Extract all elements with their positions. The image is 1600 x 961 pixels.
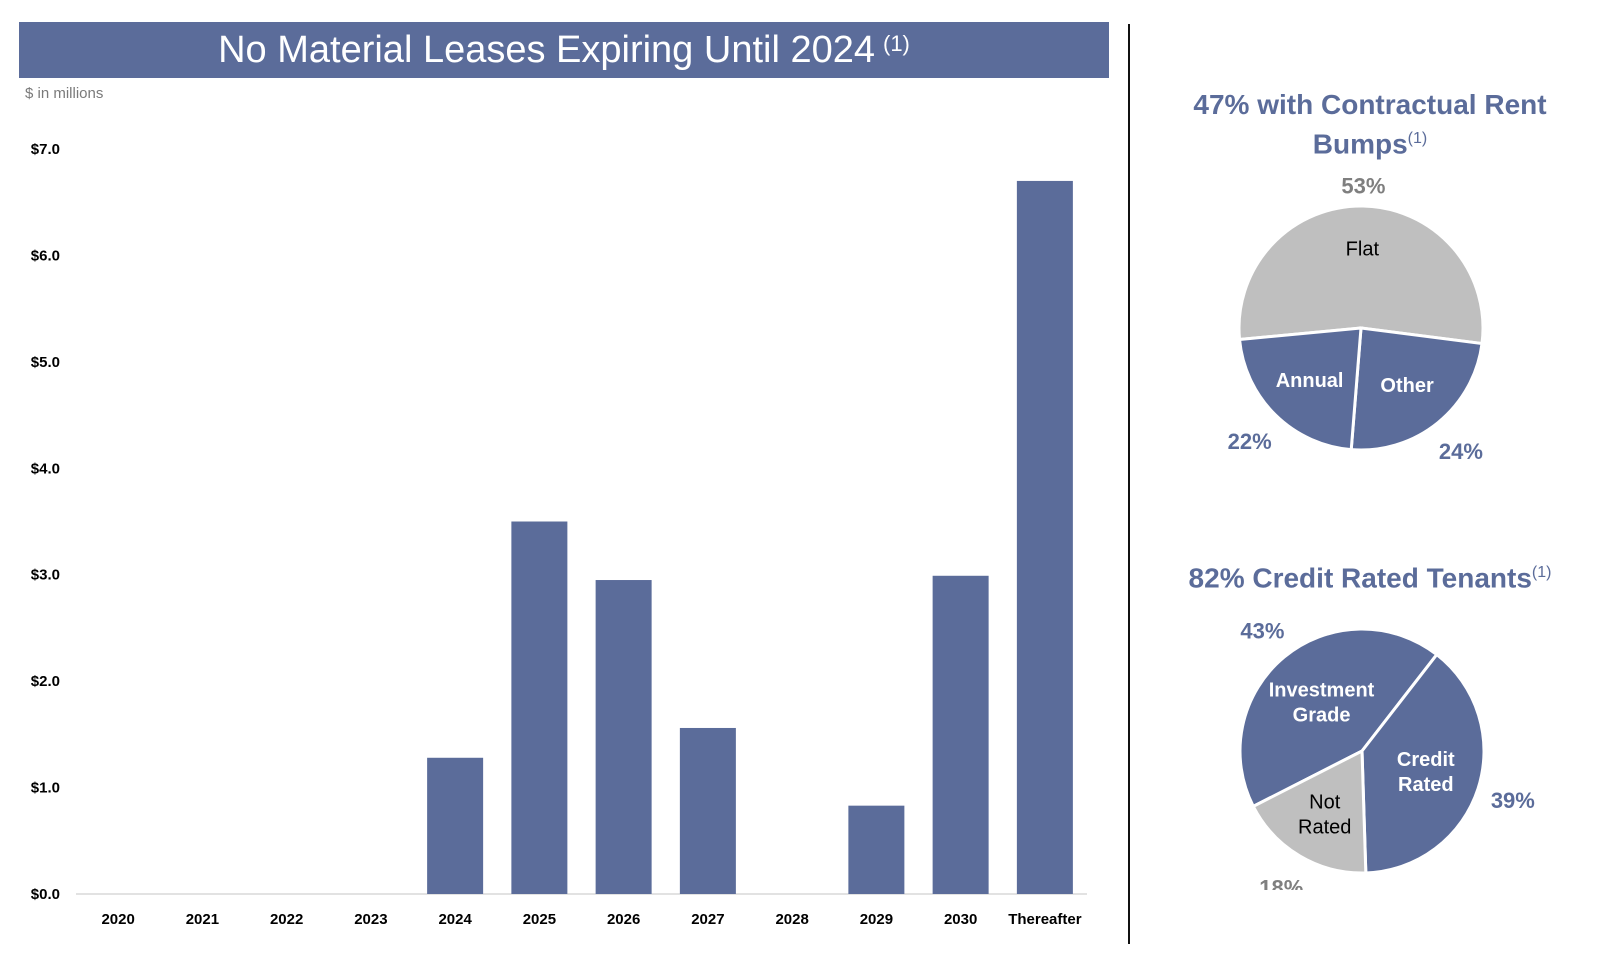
- y-tick-label: $0.0: [31, 886, 60, 903]
- x-tick-label: 2026: [607, 911, 640, 928]
- y-tick-label: $4.0: [31, 460, 60, 477]
- x-tick-label: 2027: [691, 911, 724, 928]
- bar-2029: [848, 805, 905, 894]
- pie-percent-label: 24%: [1439, 439, 1483, 464]
- bar-2025: [511, 521, 568, 894]
- y-tick-label: $6.0: [31, 247, 60, 264]
- pie-percent-label: 22%: [1228, 429, 1272, 454]
- chart-title-footnote: (1): [883, 31, 910, 56]
- x-tick-label: 2029: [860, 911, 893, 928]
- x-tick-label: Thereafter: [1008, 911, 1082, 928]
- pie2-title-text: 82% Credit Rated Tenants: [1188, 562, 1532, 594]
- pie-slice-investment-grade: [1238, 627, 1439, 809]
- bar-2024: [427, 757, 484, 894]
- pie-slice-other: [1349, 326, 1484, 452]
- pie-slice-label: Investment: [1269, 680, 1375, 702]
- pie-slice-label: Other: [1380, 375, 1434, 397]
- pie-slice-label: Grade: [1293, 705, 1351, 727]
- pie-slice-credit-rated: [1360, 652, 1486, 875]
- pie-percent-label: 39%: [1491, 788, 1535, 813]
- pie2-title: 82% Credit Rated Tenants(1): [1160, 556, 1580, 595]
- bar-thereafter: [1016, 180, 1073, 894]
- chart-title: No Material Leases Expiring Until 2024: [218, 28, 875, 71]
- pie-slice-label: Not: [1309, 792, 1341, 814]
- pie1-title: 47% with Contractual Rent Bumps(1): [1170, 88, 1570, 161]
- pie-percent-label: 53%: [1341, 173, 1385, 198]
- x-tick-label: 2020: [101, 911, 134, 928]
- y-tick-label: $3.0: [31, 567, 60, 584]
- pie-slice-label: Annual: [1276, 370, 1344, 392]
- pie-slice-label: Rated: [1398, 774, 1454, 796]
- x-tick-label: 2028: [775, 911, 808, 928]
- vertical-divider: [1128, 24, 1130, 944]
- bar-2026: [595, 580, 652, 894]
- pie-slice-flat: [1237, 204, 1485, 346]
- y-tick-label: $2.0: [31, 673, 60, 690]
- x-tick-label: 2021: [186, 911, 219, 928]
- x-tick-label: 2030: [944, 911, 977, 928]
- units-label: $ in millions: [25, 85, 104, 102]
- pie-slice-annual: [1237, 326, 1363, 452]
- pie1-title-text: 47% with Contractual Rent Bumps: [1193, 89, 1547, 160]
- bar-2030: [932, 575, 989, 894]
- pie-slice-label: Credit: [1397, 749, 1455, 771]
- x-tick-label: 2025: [523, 911, 556, 928]
- chart-title-banner: No Material Leases Expiring Until 2024 (…: [19, 22, 1109, 78]
- y-tick-label: $1.0: [31, 780, 60, 797]
- pie-percent-label: 43%: [1240, 620, 1284, 644]
- x-tick-label: 2023: [354, 911, 387, 928]
- pie-slice-not-rated: [1251, 748, 1368, 875]
- x-tick-label: 2022: [270, 911, 303, 928]
- rent-bumps-pie-chart: Flat 53% Other 24% Annual 22%: [1228, 173, 1485, 464]
- bar-2027: [679, 727, 736, 894]
- credit-rated-pie-chart: Investment Grade 43% Credit Rated 39% Not Rated…: [1238, 620, 1535, 890]
- y-tick-label: $7.0: [31, 141, 60, 158]
- bar-chart: $0.0 $1.0 $2.0 $3.0 $4.0 $5.0 $6.0 $7.0 2020 2021…: [31, 141, 1087, 928]
- pie-percent-label: 18%: [1259, 876, 1303, 890]
- x-tick-label: 2024: [438, 911, 472, 928]
- pie2-footnote: (1): [1531, 564, 1552, 581]
- pie-slice-label: Flat: [1346, 239, 1380, 261]
- pie1-footnote: (1): [1407, 130, 1428, 147]
- pie-slice-label: Rated: [1298, 817, 1351, 839]
- y-tick-label: $5.0: [31, 354, 60, 371]
